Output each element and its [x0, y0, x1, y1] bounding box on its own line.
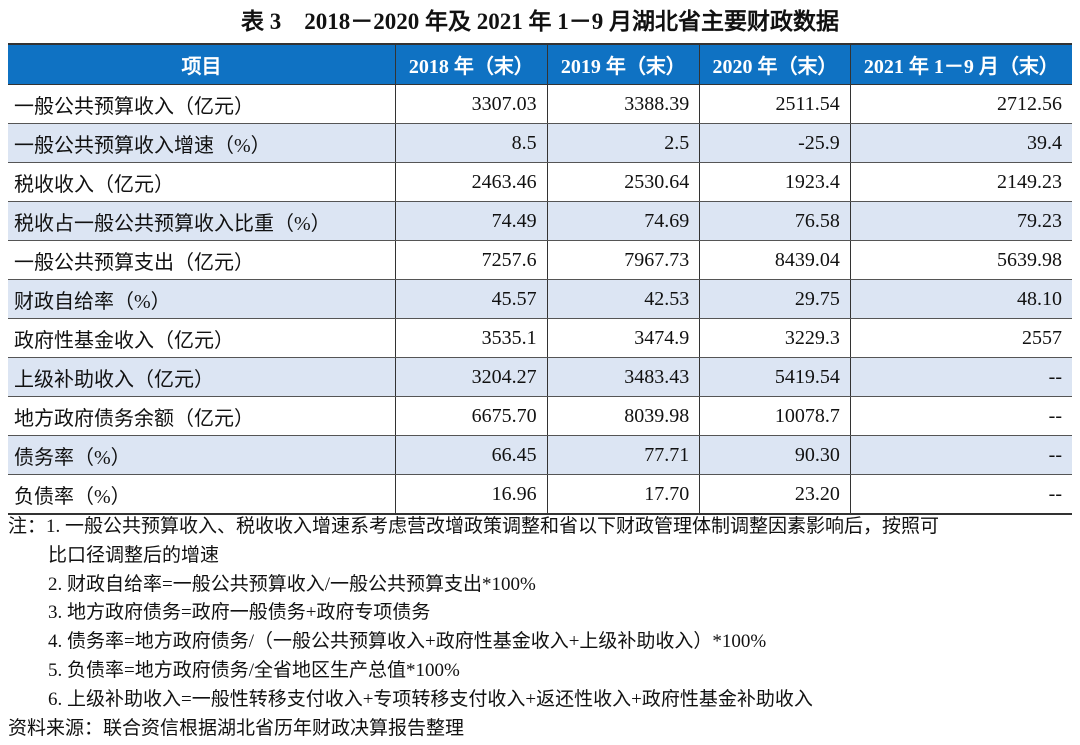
- table-row: 一般公共预算支出（亿元） 7257.6 7967.73 8439.04 5639.98: [8, 240, 1072, 280]
- table-row: 负债率（%） 16.96 17.70 23.20 --: [8, 474, 1072, 515]
- value-cell: 79.23: [849, 201, 1072, 241]
- table-row: 税收收入（亿元） 2463.46 2530.64 1923.4 2149.23: [8, 162, 1072, 202]
- note-5: 5. 负债率=地方政府债务/全省地区生产总值*100%: [48, 659, 460, 681]
- note-6: 6. 上级补助收入=一般性转移支付收入+专项转移支付收入+返还性收入+政府性基金…: [48, 688, 813, 710]
- item-label: 财政自给率（%）: [8, 279, 396, 319]
- value-cell: 3307.03: [395, 84, 548, 124]
- column-header: 项目: [8, 43, 396, 85]
- table-header: 项目 2018 年（末） 2019 年（末） 2020 年（末） 2021 年 1－9 …: [8, 43, 1072, 85]
- item-label: 地方政府债务余额（亿元）: [8, 396, 396, 436]
- value-cell: 7967.73: [546, 240, 700, 280]
- value-cell: 23.20: [699, 474, 851, 515]
- value-cell: 74.69: [546, 201, 700, 241]
- value-cell: 2530.64: [546, 162, 700, 202]
- value-cell: 3204.27: [395, 357, 548, 397]
- value-cell: 74.49: [395, 201, 548, 241]
- value-cell: 3388.39: [546, 84, 700, 124]
- column-header: 2018 年（末）: [395, 43, 548, 85]
- value-cell: 42.53: [546, 279, 700, 319]
- value-cell: 6675.70: [395, 396, 548, 436]
- item-label: 政府性基金收入（亿元）: [8, 318, 396, 358]
- value-cell: 8039.98: [546, 396, 700, 436]
- value-cell: 8439.04: [699, 240, 851, 280]
- value-cell: 2463.46: [395, 162, 548, 202]
- value-cell: 77.71: [546, 435, 700, 475]
- value-cell: --: [849, 357, 1072, 397]
- note-2: 2. 财政自给率=一般公共预算收入/一般公共预算支出*100%: [48, 573, 536, 595]
- value-cell: 10078.7: [699, 396, 851, 436]
- table-row: 债务率（%） 66.45 77.71 90.30 --: [8, 435, 1072, 475]
- value-cell: 39.4: [849, 123, 1072, 163]
- value-cell: 2149.23: [849, 162, 1072, 202]
- note-4: 4. 债务率=地方政府债务/（一般公共预算收入+政府性基金收入+上级补助收入）*…: [48, 631, 767, 653]
- source-note: 资料来源：联合资信根据湖北省历年财政决算报告整理: [8, 717, 465, 739]
- value-cell: 3474.9: [546, 318, 700, 358]
- value-cell: 5419.54: [699, 357, 851, 397]
- value-cell: 3229.3: [699, 318, 851, 358]
- value-cell: 3535.1: [395, 318, 548, 358]
- item-label: 税收收入（亿元）: [8, 162, 396, 202]
- value-cell: 16.96: [395, 474, 548, 515]
- value-cell: --: [849, 474, 1072, 515]
- table-row: 一般公共预算收入增速（%） 8.5 2.5 -25.9 39.4: [8, 123, 1072, 163]
- value-cell: 2557: [849, 318, 1072, 358]
- item-label: 一般公共预算收入增速（%）: [8, 123, 396, 163]
- value-cell: 5639.98: [849, 240, 1072, 280]
- note-1-cont: 比口径调整后的增速: [48, 544, 220, 566]
- table-row: 税收占一般公共预算收入比重（%） 74.49 74.69 76.58 79.23: [8, 201, 1072, 241]
- table-row: 一般公共预算收入（亿元） 3307.03 3388.39 2511.54 2712.56: [8, 84, 1072, 124]
- value-cell: 45.57: [395, 279, 548, 319]
- note-1: 注：1. 一般公共预算收入、税收收入增速系考虑营改增政策调整和省以下财政管理体制…: [8, 516, 940, 537]
- notes: 注：1. 一般公共预算收入、税收收入增速系考虑营改增政策调整和省以下财政管理体制…: [8, 513, 1074, 743]
- value-cell: 2511.54: [699, 84, 851, 124]
- item-label: 上级补助收入（亿元）: [8, 357, 396, 397]
- column-header: 2021 年 1－9 月（末）: [849, 43, 1072, 85]
- item-label: 一般公共预算支出（亿元）: [8, 240, 396, 280]
- value-cell: 29.75: [699, 279, 851, 319]
- value-cell: 2712.56: [849, 84, 1072, 124]
- item-label: 税收占一般公共预算收入比重（%）: [8, 201, 396, 241]
- note-3: 3. 地方政府债务=政府一般债务+政府专项债务: [48, 602, 431, 624]
- value-cell: --: [849, 396, 1072, 436]
- value-cell: 66.45: [395, 435, 548, 475]
- value-cell: 8.5: [395, 123, 548, 163]
- fiscal-data-table: 项目 2018 年（末） 2019 年（末） 2020 年（末） 2021 年 1－9 …: [8, 43, 1072, 515]
- value-cell: --: [849, 435, 1072, 475]
- column-header: 2020 年（末）: [699, 43, 851, 85]
- value-cell: 2.5: [546, 123, 700, 163]
- value-cell: -25.9: [699, 123, 851, 163]
- table-row: 地方政府债务余额（亿元） 6675.70 8039.98 10078.7 --: [8, 396, 1072, 436]
- item-label: 债务率（%）: [8, 435, 396, 475]
- table-title: 表 3 2018－2020 年及 2021 年 1－9 月湖北省主要财政数据: [241, 9, 839, 34]
- value-cell: 7257.6: [395, 240, 548, 280]
- item-label: 一般公共预算收入（亿元）: [8, 84, 396, 124]
- item-label: 负债率（%）: [8, 474, 396, 515]
- table-row: 上级补助收入（亿元） 3204.27 3483.43 5419.54 --: [8, 357, 1072, 397]
- value-cell: 1923.4: [699, 162, 851, 202]
- value-cell: 76.58: [699, 201, 851, 241]
- value-cell: 17.70: [546, 474, 700, 515]
- value-cell: 90.30: [699, 435, 851, 475]
- value-cell: 3483.43: [546, 357, 700, 397]
- column-header: 2019 年（末）: [546, 43, 700, 85]
- table-row: 政府性基金收入（亿元） 3535.1 3474.9 3229.3 2557: [8, 318, 1072, 358]
- value-cell: 48.10: [849, 279, 1072, 319]
- table-row: 财政自给率（%） 45.57 42.53 29.75 48.10: [8, 279, 1072, 319]
